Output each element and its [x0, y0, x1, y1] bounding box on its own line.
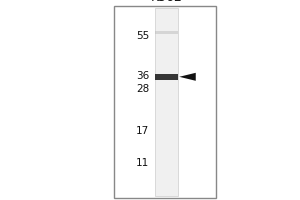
Text: 17: 17 — [136, 126, 149, 136]
Bar — [155, 8, 178, 196]
Text: 11: 11 — [136, 158, 149, 168]
Bar — [114, 6, 216, 198]
Text: 55: 55 — [136, 31, 149, 41]
Bar — [155, 74, 178, 80]
Text: 28: 28 — [136, 84, 149, 94]
Polygon shape — [179, 73, 196, 81]
Text: K562: K562 — [151, 0, 182, 4]
Text: 36: 36 — [136, 71, 149, 81]
Bar — [155, 31, 178, 34]
